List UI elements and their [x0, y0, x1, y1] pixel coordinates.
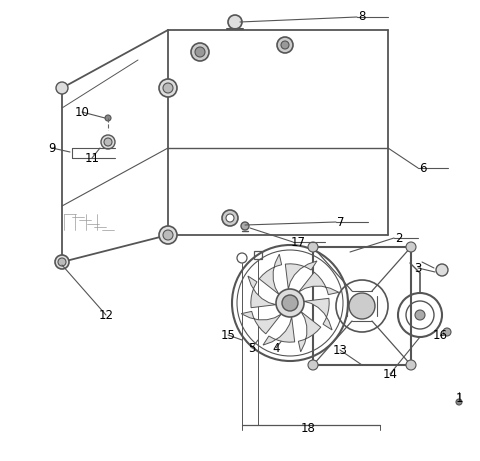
Circle shape: [104, 138, 112, 146]
Circle shape: [163, 83, 173, 93]
Polygon shape: [241, 311, 281, 334]
Polygon shape: [285, 261, 317, 289]
Circle shape: [56, 82, 68, 94]
Text: 15: 15: [221, 329, 235, 342]
Circle shape: [456, 399, 462, 405]
Circle shape: [277, 37, 293, 53]
Circle shape: [222, 210, 238, 226]
Text: 8: 8: [358, 11, 366, 24]
Text: 1: 1: [455, 391, 463, 404]
Polygon shape: [299, 272, 339, 295]
Circle shape: [406, 242, 416, 252]
Text: 11: 11: [84, 152, 99, 165]
Polygon shape: [299, 312, 321, 352]
Text: 6: 6: [419, 161, 427, 175]
Circle shape: [101, 135, 115, 149]
Text: 5: 5: [248, 342, 256, 355]
Bar: [313, 247, 411, 365]
Polygon shape: [304, 298, 332, 330]
Circle shape: [281, 41, 289, 49]
Circle shape: [105, 115, 111, 121]
Circle shape: [226, 214, 234, 222]
Polygon shape: [263, 317, 295, 345]
Polygon shape: [259, 254, 282, 295]
Circle shape: [55, 255, 69, 269]
Text: 3: 3: [414, 261, 422, 274]
Circle shape: [159, 226, 177, 244]
Text: 12: 12: [98, 308, 113, 321]
Circle shape: [159, 79, 177, 97]
Text: 16: 16: [432, 329, 447, 342]
Polygon shape: [248, 276, 276, 307]
Text: 4: 4: [272, 342, 280, 355]
Circle shape: [191, 43, 209, 61]
Circle shape: [276, 289, 304, 317]
Circle shape: [228, 15, 242, 29]
Circle shape: [58, 258, 66, 266]
Circle shape: [436, 264, 448, 276]
Circle shape: [163, 230, 173, 240]
Text: 17: 17: [290, 236, 305, 248]
Circle shape: [241, 222, 249, 230]
Text: 13: 13: [333, 343, 348, 356]
Circle shape: [443, 328, 451, 336]
Text: 10: 10: [74, 106, 89, 118]
Text: 18: 18: [300, 421, 315, 435]
Bar: [254, 251, 262, 259]
Circle shape: [349, 293, 375, 319]
Text: 9: 9: [48, 142, 56, 154]
Circle shape: [406, 360, 416, 370]
Circle shape: [308, 242, 318, 252]
Circle shape: [282, 295, 298, 311]
Text: 7: 7: [337, 215, 345, 229]
Circle shape: [415, 310, 425, 320]
Text: 2: 2: [395, 231, 403, 244]
Circle shape: [308, 360, 318, 370]
Circle shape: [195, 47, 205, 57]
Text: 14: 14: [383, 367, 397, 380]
